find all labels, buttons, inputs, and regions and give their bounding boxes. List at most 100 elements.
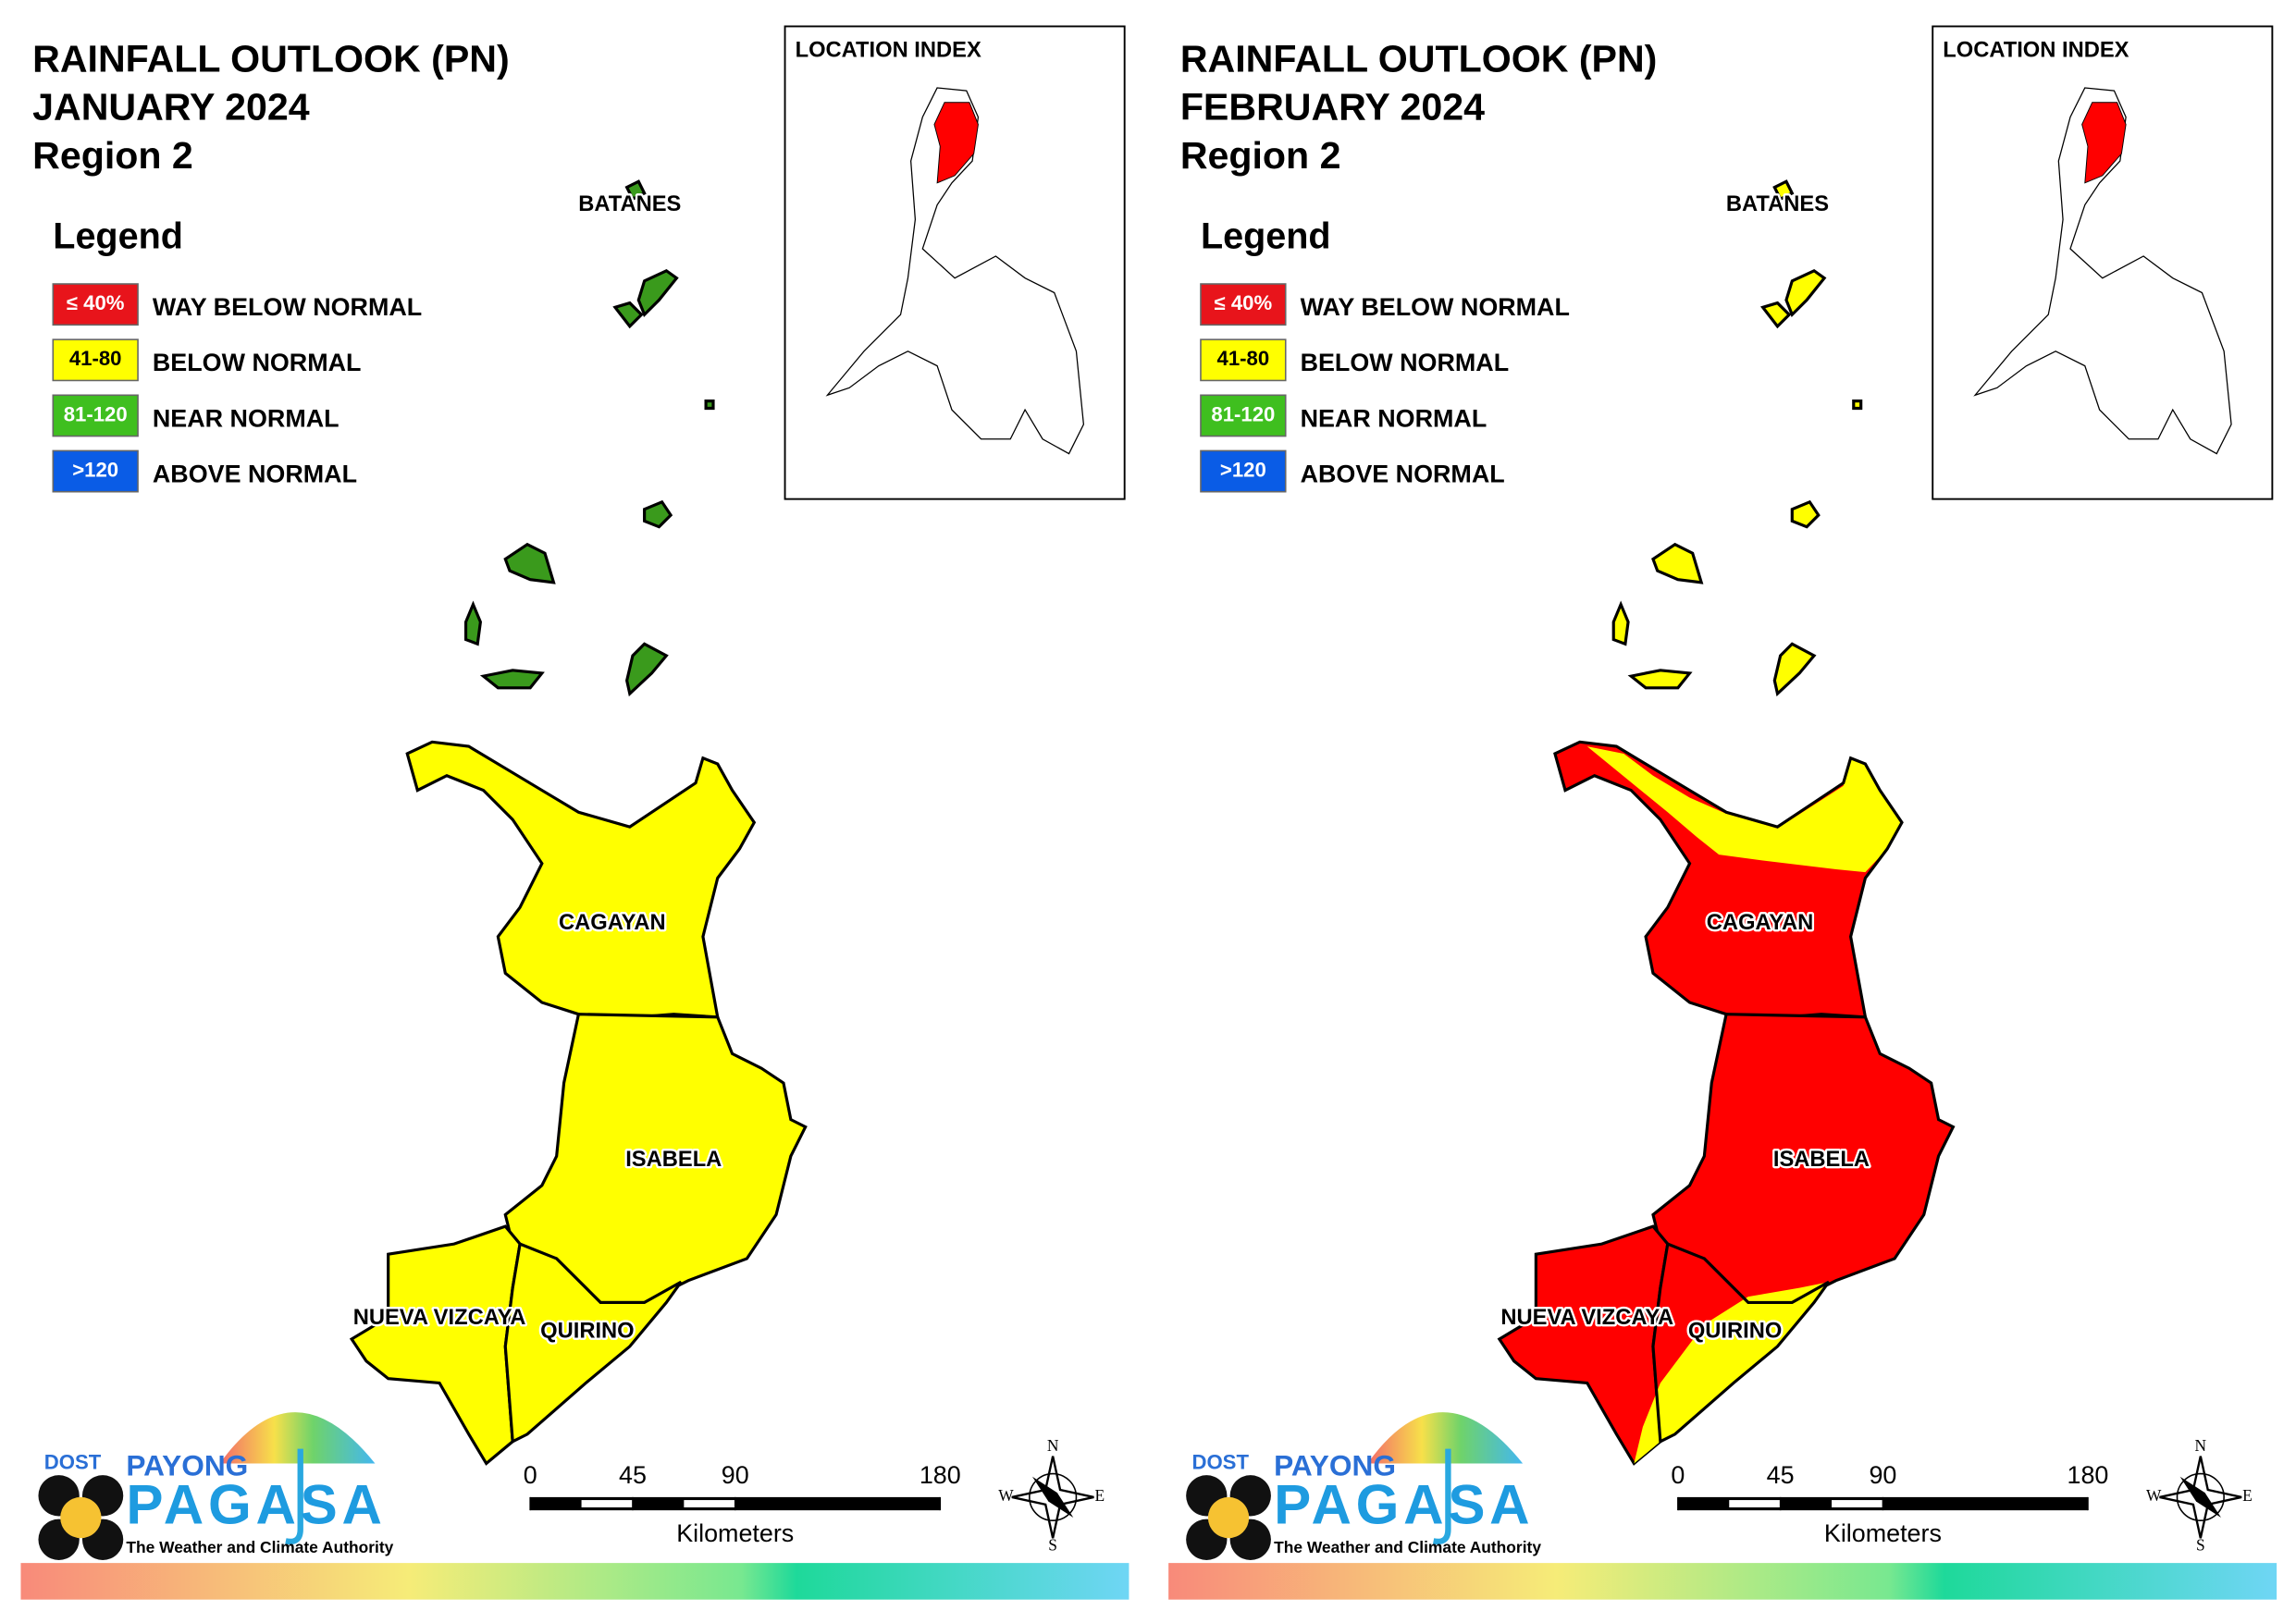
legend-range: 81-120 xyxy=(64,402,128,425)
logo-umbrella xyxy=(219,1412,376,1464)
province-partial xyxy=(1586,746,1902,873)
island xyxy=(612,301,644,329)
scale-tick-label: 0 xyxy=(1671,1461,1685,1489)
legend-swatch xyxy=(52,449,139,493)
logo-handle xyxy=(1432,1448,1451,1545)
province-border xyxy=(1497,1224,1670,1466)
scale-tick-label: 0 xyxy=(524,1461,537,1489)
legend-label: BELOW NORMAL xyxy=(1301,349,1510,376)
island xyxy=(1790,499,1821,529)
island xyxy=(704,400,715,411)
scale-bar-segment xyxy=(1832,1500,1883,1507)
compass-letter: S xyxy=(2196,1536,2205,1555)
scale-tick-label: 45 xyxy=(1767,1461,1795,1489)
location-index-title: LOCATION INDEX xyxy=(796,39,981,63)
legend-swatch xyxy=(52,283,139,326)
island xyxy=(1627,669,1693,690)
province-border xyxy=(349,1224,522,1466)
province-label: BATANES xyxy=(1726,192,1829,216)
province-label: ISABELA xyxy=(625,1148,722,1172)
compass-letter: S xyxy=(1048,1536,1057,1555)
legend-range: ≤ 40% xyxy=(67,291,125,314)
province-label: ISABELA xyxy=(1773,1148,1870,1172)
logo-agency: DOST xyxy=(1191,1450,1249,1473)
legend-range: >120 xyxy=(72,458,118,481)
province-partial xyxy=(1634,1282,1829,1464)
logo-emblem xyxy=(60,1496,102,1539)
legend-swatch xyxy=(52,394,139,437)
logo-agency: DOST xyxy=(44,1450,102,1473)
legend-title: Legend xyxy=(53,215,183,256)
logo-umbrella xyxy=(1367,1412,1524,1464)
scale-tick-label: 45 xyxy=(619,1461,647,1489)
legend-label: ABOVE NORMAL xyxy=(153,460,357,487)
province-label: NUEVA VIZCAYA xyxy=(1500,1306,1673,1330)
province-label: CAGAYAN xyxy=(1707,911,1814,935)
logo-handle xyxy=(285,1448,303,1545)
province-label: CAGAYAN xyxy=(559,911,666,935)
province xyxy=(505,1014,806,1303)
scale-tick-label: 180 xyxy=(2068,1461,2109,1489)
province xyxy=(1652,1014,1954,1303)
legend-label: NEAR NORMAL xyxy=(1301,404,1487,432)
island xyxy=(636,268,679,318)
region-highlight xyxy=(933,102,979,184)
island xyxy=(1759,301,1792,329)
legend-label: NEAR NORMAL xyxy=(153,404,339,432)
scale-bar-segment xyxy=(581,1500,633,1507)
scale-unit: Kilometers xyxy=(676,1519,794,1547)
compass-letter: N xyxy=(2195,1436,2207,1455)
map-title: Region 2 xyxy=(32,134,193,177)
logo-emblem xyxy=(1207,1496,1250,1539)
island xyxy=(1611,600,1630,646)
logo-brand: PAGASA xyxy=(126,1473,386,1535)
legend-label: WAY BELOW NORMAL xyxy=(1301,293,1570,321)
map-title: RAINFALL OUTLOOK (PN) xyxy=(1180,37,1658,80)
province-border xyxy=(503,1241,683,1445)
province-border xyxy=(1553,740,1904,1022)
scale-unit: Kilometers xyxy=(1824,1519,1942,1547)
island xyxy=(1772,642,1817,697)
scale-bar-segment xyxy=(1729,1500,1781,1507)
province xyxy=(1499,1226,1668,1464)
compass-letter: N xyxy=(1047,1436,1059,1455)
scale-bar-segment xyxy=(684,1500,735,1507)
scale-tick-label: 90 xyxy=(1869,1461,1896,1489)
country-outline xyxy=(1973,87,2232,455)
logo-tagline: The Weather and Climate Authority xyxy=(1274,1538,1541,1556)
legend-range: 41-80 xyxy=(1217,347,1270,370)
scale-tick-label: 180 xyxy=(920,1461,961,1489)
legend-title: Legend xyxy=(1201,215,1331,256)
legend-swatch xyxy=(1200,338,1287,382)
island xyxy=(1772,179,1795,202)
province-border xyxy=(503,1013,808,1305)
legend-range: 81-120 xyxy=(1211,402,1275,425)
compass-letter: W xyxy=(998,1486,1014,1505)
province xyxy=(407,742,755,1021)
compass-letter: E xyxy=(2242,1486,2253,1505)
legend-range: >120 xyxy=(1220,458,1266,481)
province-label: QUIRINO xyxy=(540,1319,634,1343)
island xyxy=(1651,542,1704,584)
island xyxy=(624,179,647,202)
map-title: FEBRUARY 2024 xyxy=(1180,86,1485,129)
panel: RAINFALL OUTLOOK (PN) JANUARY 2024 Region … xyxy=(20,25,1129,1600)
province-label: BATANES xyxy=(578,192,681,216)
island xyxy=(503,542,556,584)
logo-tagline: The Weather and Climate Authority xyxy=(126,1538,393,1556)
compass-letter: W xyxy=(2146,1486,2162,1505)
location-index-title: LOCATION INDEX xyxy=(1943,39,2129,63)
logo-brand: PAGASA xyxy=(1274,1473,1534,1535)
province-label: QUIRINO xyxy=(1688,1319,1782,1343)
province-label: NUEVA VIZCAYA xyxy=(353,1306,526,1330)
compass-letter: E xyxy=(1094,1486,1105,1505)
panel: RAINFALL OUTLOOK (PN) FEBRUARY 2024 Region… xyxy=(1168,25,2277,1600)
map-title: Region 2 xyxy=(1180,134,1341,177)
compass-ring xyxy=(2176,1472,2225,1522)
compass-rose-inner xyxy=(2179,1476,2221,1518)
legend-range: ≤ 40% xyxy=(1215,291,1273,314)
island xyxy=(463,600,483,646)
legend-swatch xyxy=(1200,394,1287,437)
legend-swatch xyxy=(1200,449,1287,493)
